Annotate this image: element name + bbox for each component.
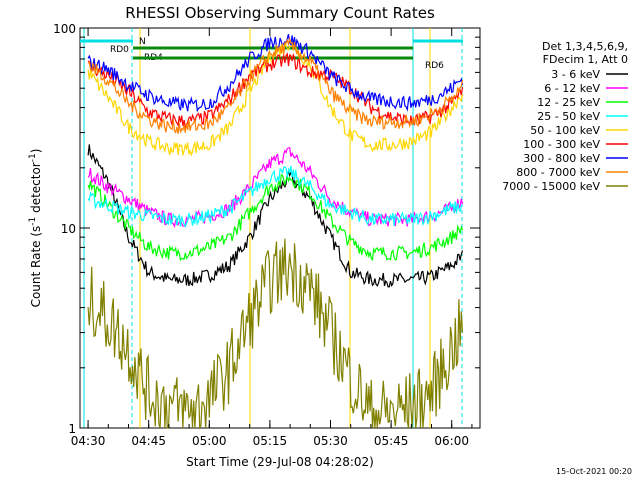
y-tick-label-0: 1	[68, 422, 76, 436]
legend-header-line-2: FDecim 1, Att 0	[543, 53, 628, 66]
x-axis-ticks: 04:30 04:45 05:00 05:15 05:30 05:45 06:00	[71, 28, 473, 448]
y-tick-label-1: 10	[61, 222, 76, 236]
series-line-5	[87, 52, 464, 129]
flag-label-n: N	[139, 37, 146, 47]
legend-label-2: 12 - 25 keV	[537, 96, 600, 109]
y-axis-label: Count Rate (s-1 detector-1)	[28, 149, 43, 308]
x-tick-label-1: 04:45	[131, 434, 166, 448]
series-line-8	[87, 238, 464, 430]
legend-label-1: 6 - 12 keV	[544, 82, 600, 95]
x-axis-label: Start Time (29-Jul-08 04:28:02)	[186, 455, 374, 469]
series-line-2	[87, 173, 464, 262]
series-line-1	[87, 147, 464, 229]
y-axis-ticks: 1 10 100	[53, 22, 480, 436]
y-axis-label-mid: detector	[29, 162, 43, 217]
series-group	[87, 34, 464, 430]
legend-header-line-1: Det 1,3,4,5,6,9,	[542, 40, 628, 53]
flag-label-rd6: RD6	[425, 61, 444, 71]
series-line-4	[87, 41, 464, 157]
series-line-7	[87, 36, 464, 134]
x-tick-label-5: 05:45	[374, 434, 409, 448]
y-axis-label-sup: -1	[28, 217, 38, 226]
flag-label-rd0: RD0	[110, 45, 129, 55]
legend-label-6: 300 - 800 keV	[523, 152, 600, 165]
time-band-markers	[83, 28, 463, 428]
legend-label-8: 7000 - 15000 keV	[502, 180, 600, 193]
x-tick-label-2: 05:00	[192, 434, 227, 448]
x-tick-label-0: 04:30	[71, 434, 106, 448]
timestamp: 15-Oct-2021 00:20	[556, 467, 632, 476]
chart-title: RHESSI Observing Summary Count Rates	[125, 4, 435, 22]
series-line-3	[87, 165, 463, 228]
x-tick-label-3: 05:15	[253, 434, 288, 448]
y-tick-label-2: 100	[53, 22, 76, 36]
legend-label-7: 800 - 7000 keV	[516, 166, 600, 179]
legend-label-3: 25 - 50 keV	[537, 110, 600, 123]
x-tick-label-4: 05:30	[313, 434, 348, 448]
y-axis-label-suffix: )	[29, 149, 43, 154]
legend-label-0: 3 - 6 keV	[551, 68, 600, 81]
legend-label-5: 100 - 300 keV	[523, 138, 600, 151]
y-axis-label-sup2: -1	[28, 153, 38, 162]
legend-label-4: 50 - 100 keV	[530, 124, 600, 137]
series-line-6	[87, 34, 464, 113]
y-axis-label-prefix: Count Rate (s	[29, 226, 43, 308]
legend: Det 1,3,4,5,6,9, FDecim 1, Att 0 3 - 6 k…	[502, 40, 628, 193]
x-tick-label-6: 06:00	[434, 434, 469, 448]
